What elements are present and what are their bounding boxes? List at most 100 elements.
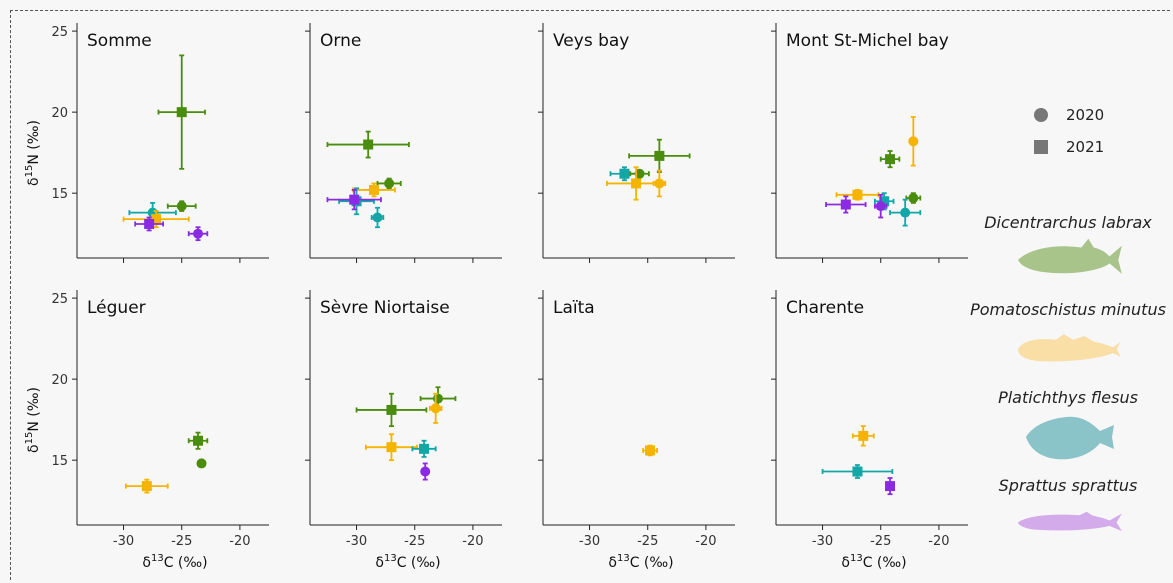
marker-circle [875,201,886,212]
x-tick-label: -20 [695,534,716,549]
x-tick-label: -20 [928,534,949,549]
panel-orne: Orne [305,23,502,263]
point-pomatoschistus-minutus-2020 [652,169,667,198]
point-sprattus-sprattus-2020 [874,193,888,219]
y-tick-label: 15 [51,454,68,469]
panel-title: Orne [320,31,361,51]
panel-laita: Laïta -30 -25 -20 [538,290,735,549]
panel-mont-st-michel-bay: Mont St-Michel bay [771,23,968,263]
point-dicentrarchus-labrax-2020 [376,177,402,190]
x-tick-label: -30 [346,534,367,549]
y-tick-label: 25 [51,25,68,40]
panel-leguer: Léguer 15 20 25 -30 -25 -20 [51,290,269,549]
marker-circle [176,201,187,212]
x-axis-label: δ13C (‰) [142,553,207,571]
species-name: Dicentrarchus labrax [984,213,1152,232]
point-platichthys-flesus-2020 [889,198,922,227]
marker-square [141,481,152,492]
marker-square [386,442,397,453]
marker-square [858,430,869,441]
x-tick-label: -20 [462,534,483,549]
marker-circle [900,207,911,218]
panel-somme: Somme 15 20 25 [51,23,269,263]
x-tick-label: -20 [229,534,250,549]
point-pomatoschistus-minutus-2021 [124,478,169,494]
marker-circle [908,136,919,147]
x-tick-label: -25 [637,534,658,549]
marker-circle [384,178,395,189]
x-tick-label: -30 [113,534,134,549]
point-dicentrarchus-labrax-2020 [905,192,922,204]
marker-square [369,184,379,195]
y-tick-label: 20 [51,373,68,388]
species-name: Sprattus sprattus [999,476,1138,495]
point-pomatoschistus-minutus-2021 [364,433,418,462]
fish-silhouette-icon [1018,238,1122,274]
x-tick-label: -30 [812,534,833,549]
species-legend-sprattus-sprattus: Sprattus sprattus [999,476,1138,532]
point-pomatoschistus-minutus-2021 [851,425,875,447]
point-platichthys-flesus-2021 [821,464,894,479]
panel-veys-bay: Veys bay [538,23,735,263]
marker-square [631,178,642,189]
marker-square [879,196,890,207]
point-sprattus-sprattus-2020 [420,462,431,481]
y-axis-label: δ15N (‰) [24,120,42,186]
point-platichthys-flesus-2021 [411,439,437,458]
point-dicentrarchus-labrax-2020 [166,200,197,212]
marker-square [386,404,397,415]
species-legend-pomatoschistus-minutus: Pomatoschistus minutus [970,300,1166,362]
panel-title: Laïta [553,298,595,318]
marker-square [645,445,656,456]
y-axis-label: δ15N (‰) [24,387,42,453]
legend-year-label: 2021 [1066,138,1104,156]
point-dicentrarchus-labrax-2021 [326,130,410,159]
species-name: Platichthys flesus [998,388,1138,407]
marker-square [852,189,863,200]
legend-circle-marker [1034,108,1048,122]
marker-circle [430,403,441,414]
panel-title: Charente [786,298,864,318]
marker-circle [634,168,645,179]
point-sprattus-sprattus-2021 [885,477,896,496]
marker-circle [196,458,207,469]
point-pomatoschistus-minutus-2021 [835,189,880,201]
fish-silhouette-icon [1018,511,1122,532]
y-tick-label: 20 [51,106,68,121]
panel-title: Mont St-Michel bay [786,31,949,51]
point-pomatoschistus-minutus-2021 [122,210,190,229]
point-dicentrarchus-labrax-2020 [196,458,207,469]
panel-title: Sèvre Niortaise [320,298,450,318]
x-axis-label: δ13C (‰) [841,553,906,571]
species-name: Pomatoschistus minutus [970,300,1166,319]
marker-circle [654,178,665,189]
marker-square [654,150,665,161]
panel-title: Veys bay [553,31,629,51]
marker-square [349,194,360,205]
point-sprattus-sprattus-2021 [134,216,165,232]
marker-square [852,466,863,477]
marker-square [619,168,630,179]
marker-circle [433,393,443,404]
point-dicentrarchus-labrax-2021 [879,150,901,169]
marker-circle [372,212,383,223]
x-tick-label: -25 [404,534,425,549]
point-pomatoschistus-minutus-2021 [642,444,658,457]
x-tick-label: -25 [171,534,192,549]
marker-circle [193,228,204,239]
point-pomatoschistus-minutus-2020 [908,116,919,167]
marker-square [176,107,187,118]
point-sprattus-sprattus-2021 [825,195,867,214]
marker-circle [420,466,431,477]
point-sprattus-sprattus-2020 [187,226,209,242]
x-tick-label: -30 [579,534,600,549]
point-pomatoschistus-minutus-2021 [352,182,396,198]
marker-square [419,443,430,454]
marker-square [363,139,374,150]
fish-silhouette-icon [1026,416,1114,460]
panel-sevre-niortaise: Sèvre Niortaise -30 -25 -20 [305,290,502,549]
point-platichthys-flesus-2020 [370,206,385,229]
point-dicentrarchus-labrax-2020 [629,168,650,179]
figure-frame [10,10,1170,580]
